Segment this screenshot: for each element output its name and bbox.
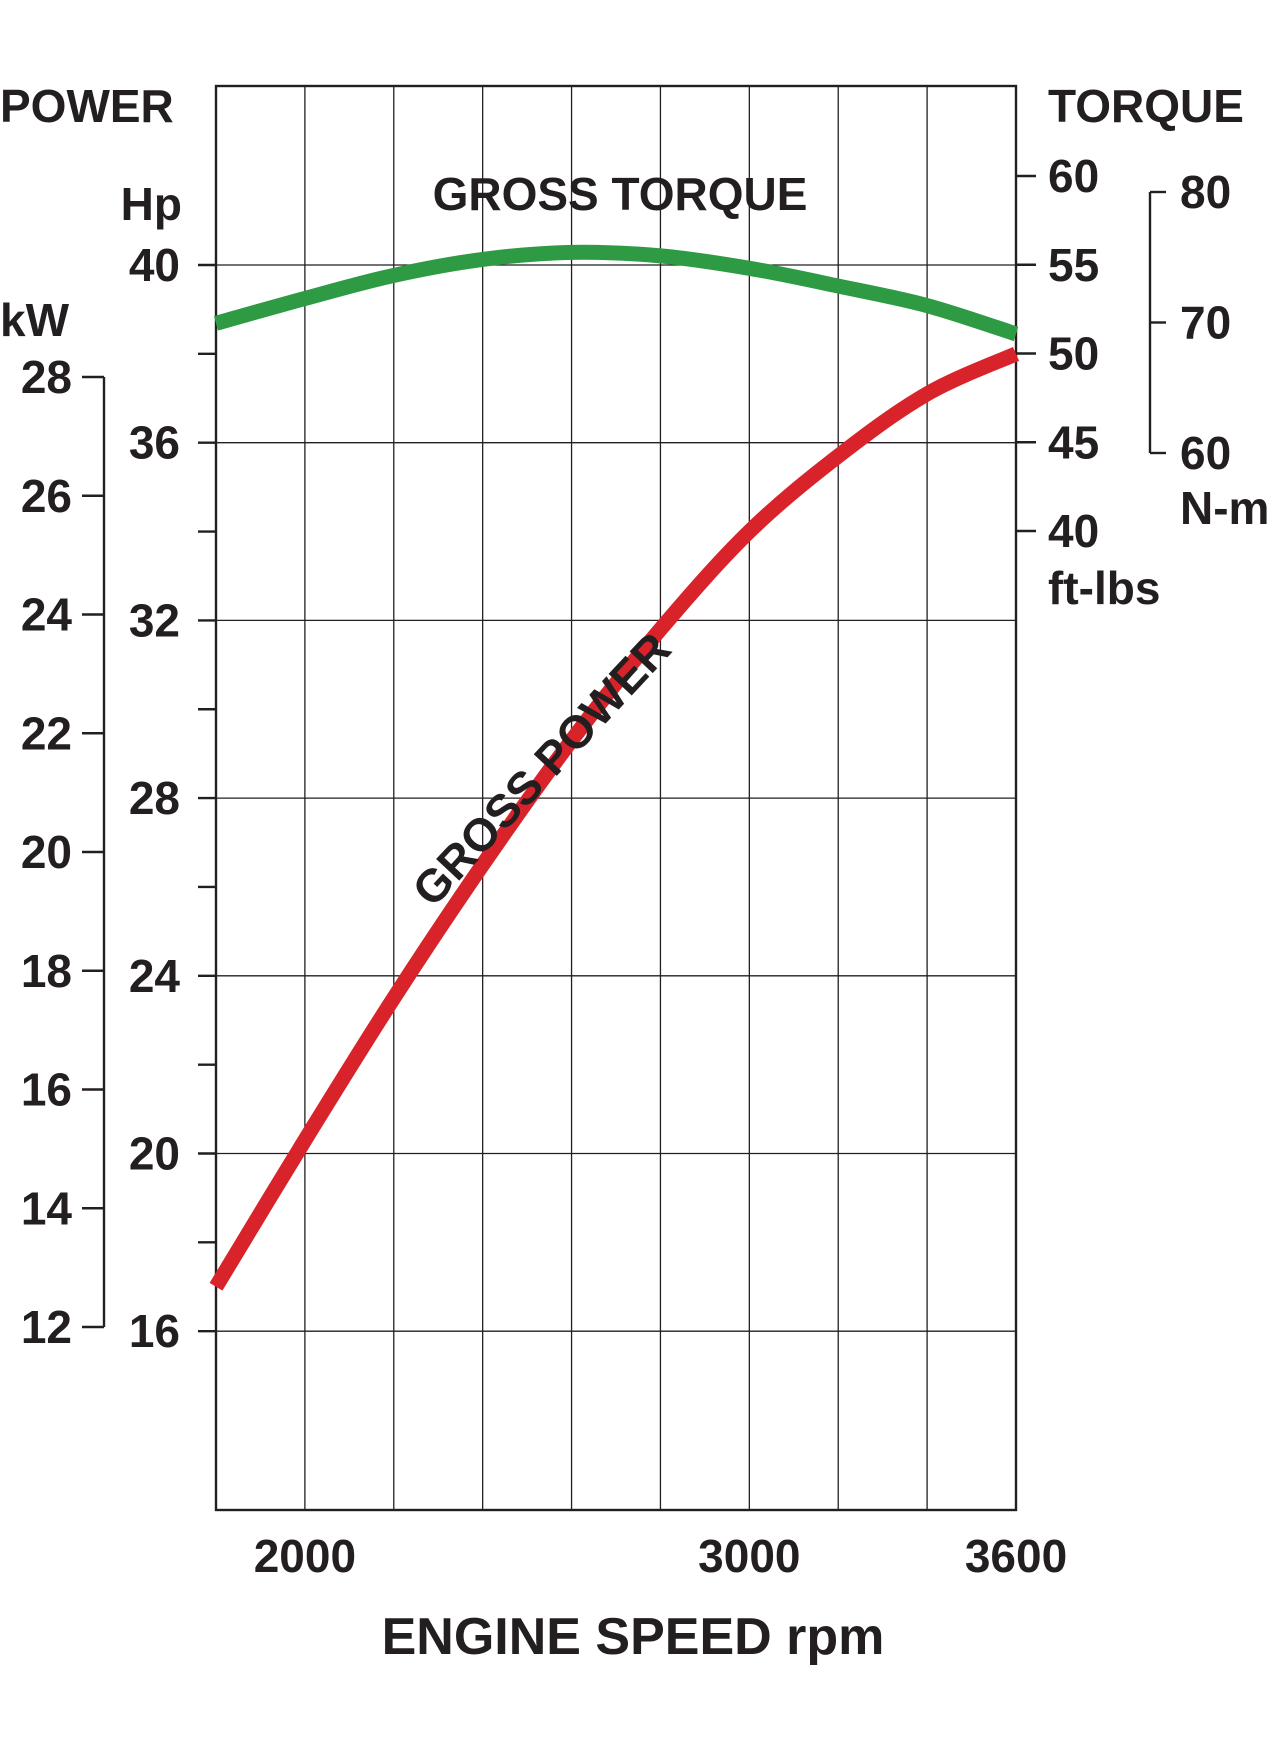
- hp-tick-label-40: 40: [129, 239, 180, 291]
- gross-torque-label: GROSS TORQUE: [433, 168, 808, 220]
- gross-power-line: [209, 346, 1020, 1291]
- x-tick-label-3000: 3000: [698, 1530, 800, 1582]
- power-axis-title: POWER: [0, 80, 174, 132]
- kw-tick-label-16: 16: [21, 1064, 72, 1116]
- ftlbs-unit-label: ft-lbs: [1048, 562, 1160, 614]
- chart-labels: 16202428323640Hp121416182022242628kW4045…: [0, 80, 1269, 1666]
- hp-tick-label-20: 20: [129, 1128, 180, 1180]
- hp-tick-label-24: 24: [129, 950, 181, 1002]
- ftlbs-tick-label-45: 45: [1048, 416, 1099, 468]
- ftlbs-tick-label-40: 40: [1048, 505, 1099, 557]
- x-tick-label-3600: 3600: [965, 1530, 1067, 1582]
- hp-tick-label-28: 28: [129, 772, 180, 824]
- kw-tick-label-20: 20: [21, 826, 72, 878]
- kw-unit-label: kW: [0, 294, 70, 346]
- nm-tick-label-70: 70: [1180, 297, 1231, 349]
- hp-tick-label-32: 32: [129, 594, 180, 646]
- x-axis-label: ENGINE SPEED rpm: [382, 1608, 885, 1666]
- series-lines: [209, 244, 1020, 1291]
- kw-tick-label-22: 22: [21, 707, 72, 759]
- nm-unit-label: N-m: [1180, 482, 1269, 534]
- torque-axis-title: TORQUE: [1048, 80, 1244, 132]
- axes: [82, 84, 1166, 1512]
- ftlbs-tick-label-50: 50: [1048, 328, 1099, 380]
- kw-tick-label-18: 18: [21, 945, 72, 997]
- ftlbs-tick-label-55: 55: [1048, 239, 1099, 291]
- x-tick-label-2000: 2000: [254, 1530, 356, 1582]
- kw-tick-label-12: 12: [21, 1301, 72, 1353]
- hp-tick-label-36: 36: [129, 417, 180, 469]
- hp-tick-label-16: 16: [129, 1305, 180, 1357]
- gross-torque-line: [213, 244, 1019, 342]
- nm-tick-label-60: 60: [1180, 427, 1231, 479]
- nm-tick-label-80: 80: [1180, 166, 1231, 218]
- ftlbs-tick-label-60: 60: [1048, 150, 1099, 202]
- kw-tick-label-14: 14: [21, 1182, 73, 1234]
- hp-unit-label: Hp: [121, 178, 182, 230]
- kw-tick-label-28: 28: [21, 351, 72, 403]
- gridlines: [216, 86, 1016, 1510]
- gross-power-label: GROSS POWER: [402, 622, 681, 915]
- kw-tick-label-24: 24: [21, 589, 73, 641]
- kw-tick-label-26: 26: [21, 470, 72, 522]
